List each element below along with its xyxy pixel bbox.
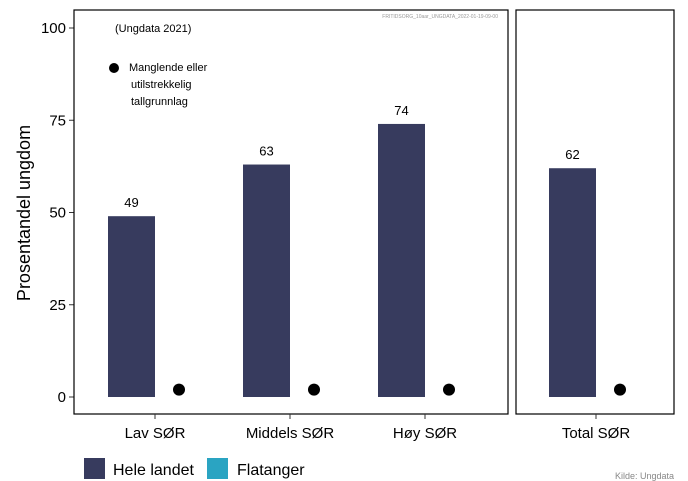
y-axis-title: Prosentandel ungdom: [14, 125, 34, 301]
legend-label-flatanger: Flatanger: [237, 462, 305, 479]
missing-note-line-3: tallgrunnlag: [131, 96, 188, 108]
x-category-label: Middels SØR: [246, 425, 335, 442]
static-layer: Prosentandel ungdom (Ungdata 2021) FRITI…: [14, 14, 674, 481]
missing-data-dot: [173, 383, 185, 396]
bar-hele-landet: [549, 168, 596, 397]
watermark-text: FRITIDSORG_10aar_UNGDATA_2022-01-19-09-0…: [382, 14, 498, 20]
missing-note-line-2: utilstrekkelig: [131, 79, 192, 91]
legend-swatch-hele-landet: [84, 458, 105, 479]
missing-data-dot: [443, 383, 455, 396]
bar-value-label: 74: [394, 103, 408, 118]
y-tick-label: 75: [49, 112, 66, 129]
y-tick-label: 50: [49, 205, 66, 222]
bar-value-label: 49: [124, 195, 138, 210]
bar-value-label: 63: [259, 144, 273, 159]
missing-data-dot: [614, 383, 626, 396]
bar-hele-landet: [378, 123, 425, 397]
legend-label-hele-landet: Hele landet: [113, 462, 195, 479]
y-tick-label: 25: [49, 297, 66, 314]
x-category-label: Lav SØR: [125, 425, 186, 442]
missing-data-dot: [308, 383, 320, 396]
missing-data-marker-icon: [109, 63, 119, 73]
chart-subtitle: (Ungdata 2021): [115, 23, 191, 35]
bar-value-label: 62: [565, 147, 579, 162]
x-category-label: Høy SØR: [393, 425, 457, 442]
bar-hele-landet: [243, 164, 290, 397]
source-note: Kilde: Ungdata: [615, 471, 674, 481]
y-tick-label: 100: [41, 20, 66, 37]
y-tick-label: 0: [58, 389, 66, 406]
x-category-label: Total SØR: [562, 425, 631, 442]
bar-hele-landet: [108, 216, 155, 397]
panel-frame: [73, 9, 509, 415]
panel-frame: [515, 9, 675, 415]
legend-swatch-flatanger: [207, 458, 228, 479]
plot-layer: 0 25 50 75 100 49 Lav SØR 63 Middels SØR 74 Høy SØ…: [41, 9, 675, 442]
missing-note-line-1: Manglende eller: [129, 62, 208, 74]
